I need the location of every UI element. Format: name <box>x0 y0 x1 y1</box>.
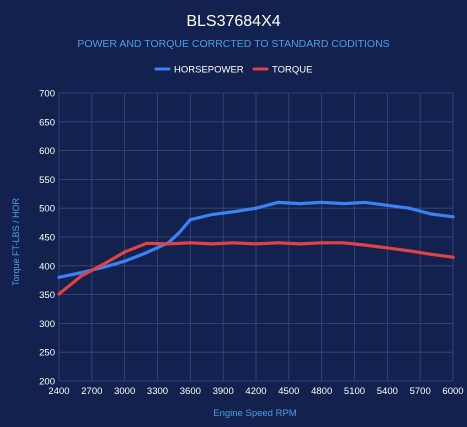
y-tick-label: 200 <box>39 377 55 388</box>
data-point-torque <box>385 246 389 250</box>
data-point-horsepower <box>210 212 214 217</box>
data-point-horsepower <box>57 275 61 279</box>
data-point-horsepower <box>254 206 258 210</box>
chart-subtitle: POWER AND TORQUE CORRCTED TO STANDARD CO… <box>77 38 389 50</box>
data-point-horsepower <box>298 202 302 206</box>
axes: 200 250 300 350 400 450 500 550 600 650 700 2400 270… <box>39 89 463 398</box>
y-tick-label: 600 <box>39 146 55 157</box>
data-point-horsepower <box>232 210 236 214</box>
data-point-horsepower <box>188 218 192 222</box>
data-point-torque <box>210 242 214 246</box>
x-tick-label: 4200 <box>245 386 266 397</box>
y-axis-label: Torque FT-LBS / HOR <box>11 197 21 286</box>
data-point-horsepower <box>145 251 149 255</box>
data-point-torque <box>57 292 61 296</box>
x-tick-label: 3000 <box>114 386 135 397</box>
series-layer <box>57 200 455 296</box>
data-point-torque <box>429 252 433 256</box>
x-axis-label: Engine Speed RPM <box>213 408 297 419</box>
x-tick-label: 5400 <box>377 386 398 397</box>
y-tick-label: 400 <box>39 261 55 272</box>
y-tick-label: 350 <box>39 290 55 301</box>
y-tick-label: 450 <box>39 233 55 244</box>
x-tick-label: 3900 <box>213 386 234 397</box>
data-point-horsepower <box>451 215 455 219</box>
x-tick-label: 4800 <box>311 386 332 397</box>
data-point-horsepower <box>363 200 367 204</box>
data-point-horsepower <box>385 203 389 207</box>
x-tick-label: 2700 <box>81 386 102 397</box>
data-point-torque <box>407 249 411 253</box>
grid <box>58 92 454 382</box>
data-point-horsepower <box>79 271 83 275</box>
data-point-torque <box>451 255 455 259</box>
data-point-torque <box>320 241 324 245</box>
data-point-torque <box>254 242 258 246</box>
y-tick-label: 500 <box>39 204 55 215</box>
data-point-torque <box>145 241 149 245</box>
y-tick-label: 700 <box>39 89 55 100</box>
y-tick-label: 300 <box>39 319 55 330</box>
x-tick-label: 3600 <box>180 386 201 397</box>
data-point-horsepower <box>429 212 433 216</box>
data-point-torque <box>101 263 105 267</box>
data-point-torque <box>342 241 346 245</box>
x-tick-label: 6000 <box>442 386 463 397</box>
data-point-torque <box>232 241 236 245</box>
y-tick-label: 250 <box>39 348 55 359</box>
data-point-horsepower <box>276 200 280 204</box>
data-point-torque <box>123 250 127 254</box>
y-tick-label: 550 <box>39 175 55 186</box>
x-tick-label: 5700 <box>410 386 431 397</box>
data-point-torque <box>188 241 192 245</box>
x-tick-label: 4500 <box>278 386 299 397</box>
chart-title: BLS37684X4 <box>186 13 280 30</box>
x-tick-label: 5100 <box>344 386 365 397</box>
data-point-horsepower <box>320 200 324 204</box>
data-point-torque <box>79 274 83 278</box>
data-point-horsepower <box>342 202 346 206</box>
legend-label: HORSEPOWER <box>174 65 244 76</box>
data-point-horsepower <box>177 230 181 234</box>
data-point-horsepower <box>123 259 127 263</box>
series-line-horsepower <box>57 200 455 279</box>
y-tick-label: 650 <box>39 117 55 128</box>
data-point-torque <box>298 242 302 246</box>
data-point-torque <box>166 242 170 246</box>
data-point-torque <box>363 243 367 247</box>
data-point-horsepower <box>407 206 411 210</box>
x-tick-label: 2400 <box>48 386 69 397</box>
chart-legend: HORSEPOWER TORQUE <box>154 65 312 76</box>
legend-label: TORQUE <box>272 65 312 76</box>
data-point-torque <box>276 241 280 245</box>
x-tick-label: 3300 <box>147 386 168 397</box>
